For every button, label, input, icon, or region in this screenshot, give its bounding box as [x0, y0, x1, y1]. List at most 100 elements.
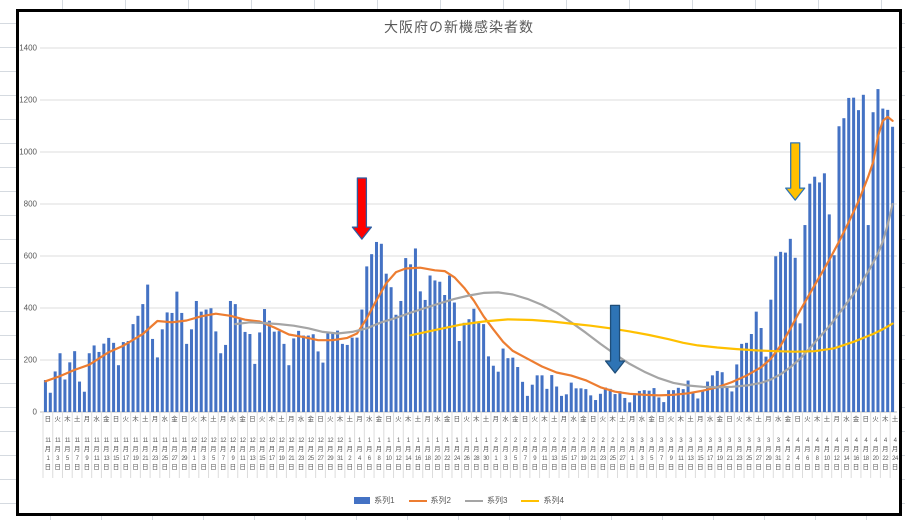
bar-series1[interactable] — [482, 324, 486, 412]
bar-series1[interactable] — [594, 400, 598, 412]
bar-series1[interactable] — [189, 329, 194, 412]
bar-series1[interactable] — [155, 357, 159, 412]
bar-series1[interactable] — [253, 363, 257, 412]
bar-series1[interactable] — [486, 356, 490, 412]
bar-series1[interactable] — [569, 382, 573, 412]
bar-series1[interactable] — [452, 302, 456, 412]
bar-series1[interactable] — [48, 392, 52, 412]
bar-series1[interactable] — [686, 380, 690, 412]
bar-series1[interactable] — [589, 395, 593, 412]
bar-series1[interactable] — [180, 312, 184, 412]
bar-series1[interactable] — [199, 311, 203, 412]
bar-series1[interactable] — [326, 333, 330, 412]
bar-series1[interactable] — [301, 335, 305, 412]
bar-series1[interactable] — [720, 372, 724, 412]
bar-series1[interactable] — [521, 381, 525, 412]
chart-title[interactable]: 大阪府の新機感染者数 — [384, 19, 534, 35]
yellow-arrow[interactable] — [785, 142, 806, 201]
bar-series1[interactable] — [759, 328, 763, 412]
bar-series1[interactable] — [876, 89, 880, 412]
bar-series1[interactable] — [370, 254, 374, 412]
bar-series1[interactable] — [657, 397, 661, 412]
bar-series1[interactable] — [185, 343, 189, 412]
bar-series1[interactable] — [209, 308, 213, 412]
bar-series1[interactable] — [798, 323, 802, 412]
bar-series1[interactable] — [102, 343, 106, 412]
bar-series1[interactable] — [706, 381, 710, 412]
bar-series1[interactable] — [637, 390, 641, 412]
x-axis-labels[interactable]: 日 11 月 1 日火 11 月 3 日木 11 月 5 日土 11 月 7 日月 11 月 9 日水 11 月 11 日金 11… — [19, 12, 899, 492]
bar-series1[interactable] — [715, 370, 719, 412]
bar-series1[interactable] — [764, 356, 768, 412]
bar-series1[interactable] — [579, 388, 583, 412]
bar-series1[interactable] — [282, 343, 286, 412]
bar-series1[interactable] — [73, 351, 77, 412]
bar-series1[interactable] — [866, 225, 870, 412]
bar-series1[interactable] — [511, 357, 515, 412]
bar-series1[interactable] — [808, 183, 812, 412]
bar-series1[interactable] — [151, 338, 155, 412]
bar-series1[interactable] — [389, 287, 393, 412]
legend-item-series4[interactable]: 系列4 — [521, 495, 564, 506]
bar-series1[interactable] — [53, 371, 57, 412]
bar-series1[interactable] — [525, 395, 529, 412]
bar-series1[interactable] — [652, 388, 656, 412]
bar-series1[interactable] — [394, 314, 398, 412]
bar-series1[interactable] — [146, 284, 150, 412]
bar-series1[interactable] — [384, 273, 388, 412]
bar-series1[interactable] — [287, 365, 291, 412]
bar-series1[interactable] — [691, 392, 695, 413]
bar-series1[interactable] — [628, 402, 632, 412]
legend-item-series3[interactable]: 系列3 — [465, 495, 507, 506]
bar-series1[interactable] — [496, 371, 500, 412]
bar-series1[interactable] — [165, 312, 169, 412]
bar-series1[interactable] — [735, 364, 739, 412]
bar-series1[interactable] — [681, 389, 685, 412]
bar-series1[interactable] — [662, 402, 666, 412]
bar-series1[interactable] — [613, 394, 617, 412]
bar-series1[interactable] — [861, 94, 865, 413]
bar-series1[interactable] — [788, 238, 792, 412]
bar-series1[interactable] — [555, 386, 559, 412]
bar-series1[interactable] — [87, 353, 91, 412]
bar-series1[interactable] — [409, 264, 413, 412]
bar-series1[interactable] — [516, 367, 520, 412]
bar-series1[interactable] — [112, 342, 116, 412]
bar-series1[interactable] — [598, 393, 602, 412]
legend[interactable]: 系列1 系列2 系列3 系列4 — [19, 495, 899, 506]
red-arrow[interactable] — [351, 177, 373, 240]
bar-series1[interactable] — [43, 380, 47, 412]
bar-series1[interactable] — [92, 345, 96, 412]
bar-series1[interactable] — [78, 381, 82, 412]
bar-series1[interactable] — [355, 337, 359, 412]
blue-arrow[interactable] — [604, 304, 626, 374]
bar-series1[interactable] — [116, 365, 120, 412]
bar-series1[interactable] — [404, 258, 408, 412]
bar-series1[interactable] — [467, 319, 471, 412]
bar-series1[interactable] — [350, 337, 354, 412]
bar-series1[interactable] — [243, 331, 247, 412]
bar-series1[interactable] — [696, 398, 700, 412]
bar-series1[interactable] — [457, 341, 461, 412]
bar-series1[interactable] — [340, 343, 344, 412]
bar-series1[interactable] — [779, 251, 783, 412]
bar-series1[interactable] — [428, 275, 432, 413]
bar-series1[interactable] — [618, 391, 622, 412]
bar-series1[interactable] — [886, 109, 890, 412]
bar-series1[interactable] — [671, 390, 675, 412]
bar-series1[interactable] — [550, 375, 554, 412]
bar-series1[interactable] — [292, 338, 296, 412]
bar-series1[interactable] — [891, 126, 895, 412]
bar-series1[interactable] — [365, 266, 369, 412]
bar-series1[interactable] — [842, 118, 846, 412]
bar-series1[interactable] — [175, 291, 179, 412]
bar-series1[interactable] — [701, 390, 705, 412]
bar-series1[interactable] — [633, 395, 637, 412]
bar-series1[interactable] — [97, 351, 101, 412]
bar-series1[interactable] — [803, 225, 807, 412]
bar-series1[interactable] — [107, 337, 111, 412]
bar-series1[interactable] — [258, 332, 262, 412]
bar-series1[interactable] — [170, 312, 174, 412]
bar-series1[interactable] — [321, 362, 325, 412]
bar-series1[interactable] — [316, 351, 320, 412]
